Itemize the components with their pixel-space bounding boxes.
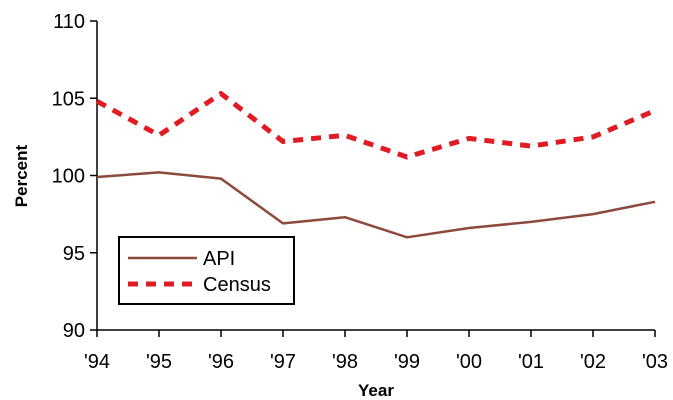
x-tick-label: '02 xyxy=(580,351,606,373)
legend-label-census: Census xyxy=(203,274,271,296)
y-tick-label: 90 xyxy=(63,320,85,342)
series-lines xyxy=(95,91,656,239)
legend-label-api: API xyxy=(203,248,235,270)
x-ticks: '94 '95 '96 '97 '98 '99 '00 '01 '02 '03 xyxy=(84,330,668,373)
legend: API Census xyxy=(118,236,295,305)
x-tick-label: '95 xyxy=(146,351,172,373)
x-tick-label: '00 xyxy=(456,351,482,373)
series-line-census xyxy=(95,91,656,160)
x-tick-label: '96 xyxy=(208,351,234,373)
y-tick-label: 95 xyxy=(63,243,85,265)
x-axis-title: Year xyxy=(358,381,394,400)
x-tick-label: '97 xyxy=(270,351,296,373)
legend-box xyxy=(118,236,295,305)
x-tick-label: '03 xyxy=(642,351,668,373)
x-tick-label: '99 xyxy=(394,351,420,373)
y-tick-label: 100 xyxy=(52,166,85,188)
y-ticks: 90 95 100 105 110 xyxy=(52,11,97,342)
y-tick-label: 110 xyxy=(53,11,85,33)
y-axis-title: Percent xyxy=(12,144,31,207)
y-tick-label: 105 xyxy=(52,88,85,110)
x-tick-label: '01 xyxy=(518,351,544,373)
x-tick-label: '94 xyxy=(84,351,110,373)
series-line-api xyxy=(96,171,656,239)
x-tick-label: '98 xyxy=(332,351,358,373)
